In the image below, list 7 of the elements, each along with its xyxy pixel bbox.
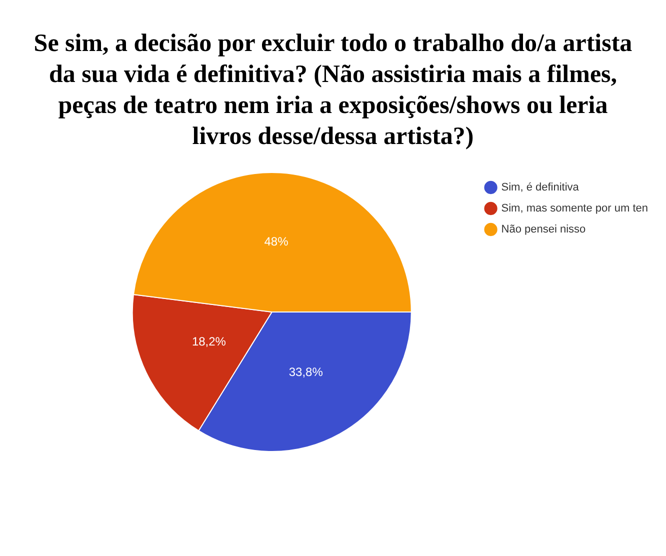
legend-label: Não pensei nisso [501, 224, 586, 236]
data-label: 33,8% [288, 365, 324, 380]
data-label: 48% [264, 234, 289, 249]
legend-label: Sim, mas somente por um ten [501, 202, 648, 215]
chart-title: Se sim, a decisão por excluir todo o trabalho do/a artista da sua vida é definitiva? (Não assistiria mais a filmes, peças de teatro nem iria a exposições/shows ou leria livros desse/dessa artista?) [32, 29, 634, 152]
data-label: 18,2% [192, 334, 226, 348]
legend-label: Sim, é definitiva [501, 182, 580, 194]
